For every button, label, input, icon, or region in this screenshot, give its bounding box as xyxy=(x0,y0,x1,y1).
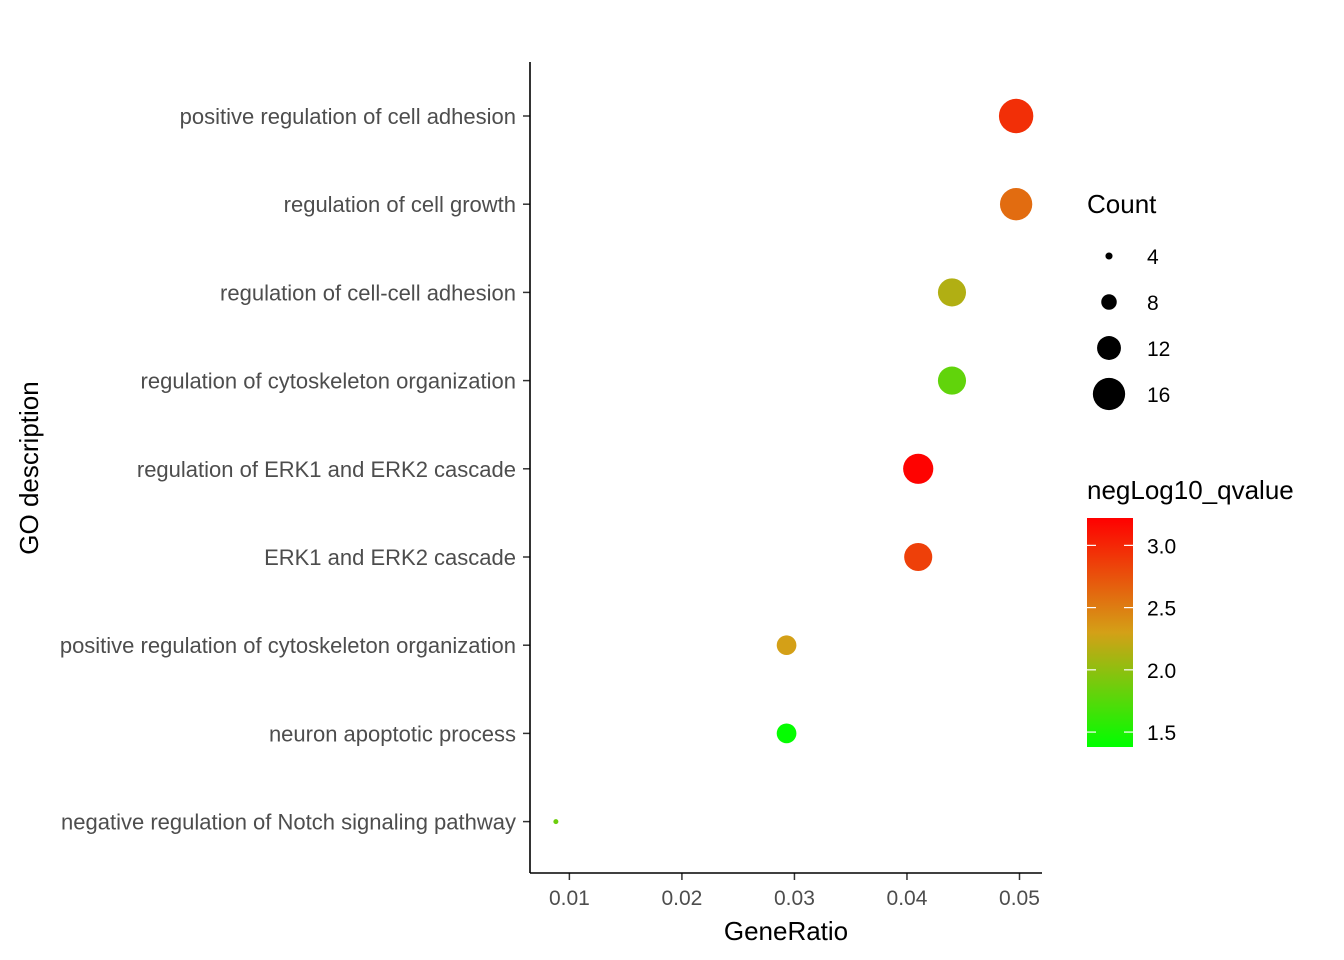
x-tick-labels: 0.01 0.02 0.03 0.04 0.05 xyxy=(549,887,1040,910)
x-tick-label: 0.03 xyxy=(774,887,815,910)
size-legend: Count 4 8 12 16 xyxy=(1087,189,1170,411)
x-tick-label: 0.04 xyxy=(887,887,928,910)
y-tick-label: neuron apoptotic process xyxy=(269,721,516,746)
y-axis-title: GO description xyxy=(14,381,44,554)
y-tick-labels: positive regulation of cell adhesion regu… xyxy=(60,104,516,835)
colorbar xyxy=(1087,518,1133,747)
data-point xyxy=(937,366,967,395)
data-point xyxy=(553,819,559,825)
size-legend-key xyxy=(1105,252,1113,260)
data-point xyxy=(937,278,967,307)
size-legend-keys: 4 8 12 16 xyxy=(1092,246,1170,411)
y-tick-label: positive regulation of cytoskeleton orga… xyxy=(60,633,516,658)
data-point xyxy=(776,723,797,744)
data-point xyxy=(904,542,933,572)
y-tick-label: regulation of ERK1 and ERK2 cascade xyxy=(137,457,516,482)
size-legend-label: 16 xyxy=(1147,384,1170,407)
colorbar-label: 3.0 xyxy=(1147,535,1176,558)
data-points xyxy=(553,98,1034,825)
x-tick-label: 0.01 xyxy=(549,887,590,910)
data-point xyxy=(998,98,1034,134)
y-tick-label: regulation of cell growth xyxy=(284,192,516,217)
size-legend-key xyxy=(1097,336,1121,360)
y-tick-label: regulation of cytoskeleton organization xyxy=(141,369,516,394)
x-ticks xyxy=(568,873,1021,880)
colorbar-label: 2.0 xyxy=(1147,660,1176,683)
y-tick-label: negative regulation of Notch signaling p… xyxy=(61,810,516,835)
x-tick-label: 0.05 xyxy=(999,887,1040,910)
x-axis-title: GeneRatio xyxy=(724,916,848,946)
colorbar-label: 1.5 xyxy=(1147,722,1176,745)
size-legend-title: Count xyxy=(1087,189,1157,219)
data-point xyxy=(999,188,1033,221)
size-legend-key xyxy=(1092,377,1126,411)
colorbar-label: 2.5 xyxy=(1147,598,1176,621)
size-legend-label: 4 xyxy=(1147,246,1159,269)
size-legend-key xyxy=(1101,294,1117,310)
size-legend-label: 12 xyxy=(1147,338,1170,361)
color-legend: negLog10_qvalue 1.5 2.0 2.5 3.0 xyxy=(1087,475,1294,747)
y-tick-label: regulation of cell-cell adhesion xyxy=(220,280,516,305)
y-ticks xyxy=(523,115,530,823)
x-tick-label: 0.02 xyxy=(661,887,702,910)
y-tick-label: ERK1 and ERK2 cascade xyxy=(264,545,516,570)
color-legend-title: negLog10_qvalue xyxy=(1087,475,1294,505)
data-point xyxy=(903,453,934,484)
colorbar-ticks: 1.5 2.0 2.5 3.0 xyxy=(1087,535,1176,745)
y-tick-label: positive regulation of cell adhesion xyxy=(180,104,516,129)
data-point xyxy=(776,635,797,656)
size-legend-label: 8 xyxy=(1147,292,1159,315)
